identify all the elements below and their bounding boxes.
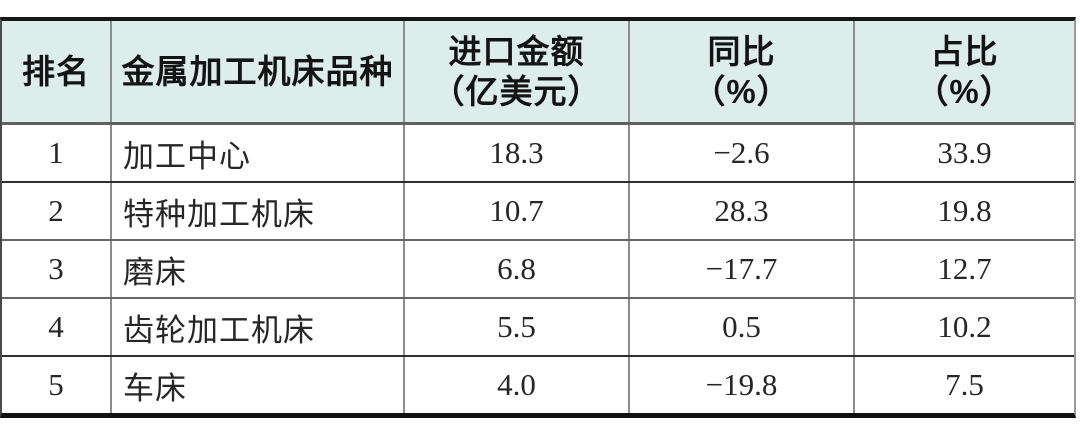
import-amount-cell: 18.3 (403, 125, 628, 181)
yoy-cell: −17.7 (628, 241, 853, 297)
rank-cell: 5 (48, 367, 64, 402)
category-cell: 特种加工机床 (110, 183, 403, 239)
table-header-row: 排名 金属加工机床品种 进口金额 （亿美元） 同比 （%） 占比 （%） (2, 21, 1074, 125)
import-amount-cell: 10.7 (403, 183, 628, 239)
table-row: 4 齿轮加工机床 5.5 0.5 10.2 (2, 299, 1074, 357)
machine-tool-import-table: 排名 金属加工机床品种 进口金额 （亿美元） 同比 （%） 占比 （%） 1 加 (0, 17, 1076, 418)
import-amount-cell: 6.8 (403, 241, 628, 297)
rank-cell: 4 (48, 309, 64, 344)
yoy-cell: −2.6 (628, 125, 853, 181)
category-cell: 车床 (110, 357, 403, 413)
rank-cell: 1 (48, 135, 64, 170)
category-cell: 加工中心 (110, 125, 403, 181)
table-row: 3 磨床 6.8 −17.7 12.7 (2, 241, 1074, 299)
share-cell: 19.8 (853, 183, 1074, 239)
share-cell: 7.5 (853, 357, 1074, 413)
header-cell-category: 金属加工机床品种 (110, 21, 403, 122)
header-cell-rank: 排名 (2, 21, 110, 122)
category-cell: 齿轮加工机床 (110, 299, 403, 355)
header-label: 排名 (22, 52, 90, 90)
import-amount-cell: 5.5 (403, 299, 628, 355)
share-cell: 10.2 (853, 299, 1074, 355)
table-row: 1 加工中心 18.3 −2.6 33.9 (2, 125, 1074, 183)
rank-cell: 3 (48, 251, 64, 286)
category-cell: 磨床 (110, 241, 403, 297)
header-cell-yoy: 同比 （%） (628, 21, 853, 122)
table-row: 5 车床 4.0 −19.8 7.5 (2, 357, 1074, 413)
header-label-sub: （%） (915, 72, 1014, 110)
header-label: 进口金额 (448, 32, 585, 70)
rank-cell: 2 (48, 193, 64, 228)
header-label: 占比 (930, 32, 999, 70)
header-cell-import-amount: 进口金额 （亿美元） (403, 21, 628, 122)
yoy-cell: 0.5 (628, 299, 853, 355)
share-cell: 33.9 (853, 125, 1074, 181)
import-amount-cell: 4.0 (403, 357, 628, 413)
header-label: 金属加工机床品种 (121, 52, 394, 90)
header-label: 同比 (707, 32, 776, 70)
header-label-sub: （%） (692, 72, 791, 110)
yoy-cell: 28.3 (628, 183, 853, 239)
share-cell: 12.7 (853, 241, 1074, 297)
header-cell-share: 占比 （%） (853, 21, 1074, 122)
table-row: 2 特种加工机床 10.7 28.3 19.8 (2, 183, 1074, 241)
header-label-sub: （亿美元） (431, 72, 602, 110)
yoy-cell: −19.8 (628, 357, 853, 413)
